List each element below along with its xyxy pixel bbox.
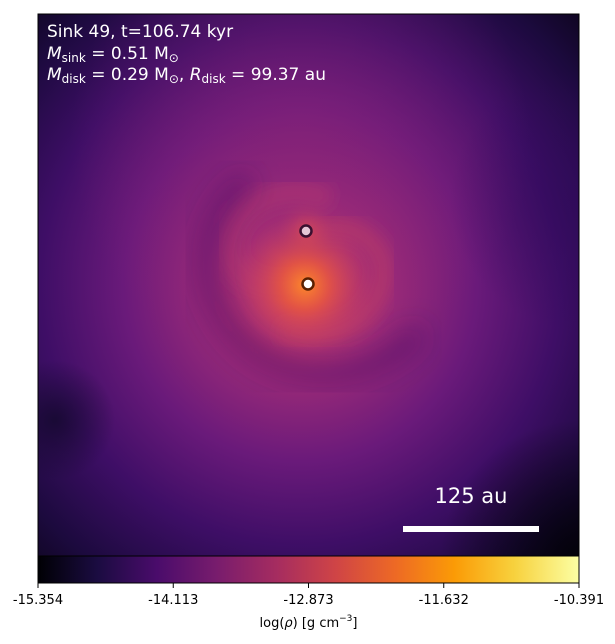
colorbar-tick-label: -14.113 <box>148 593 198 608</box>
colorbar-tick-label: -11.632 <box>419 593 469 608</box>
colorbar-ticks <box>37 583 580 588</box>
sink-title: Sink 49, t=106.74 kyr <box>47 22 233 42</box>
disk-properties: Mdisk = 0.29 M⊙, Rdisk = 99.37 au <box>47 65 326 86</box>
colorbar-gradient <box>38 556 579 583</box>
colorbar-label: log(ρ) [g cm−3] <box>260 614 358 631</box>
scale-bar-label: 125 au <box>435 484 508 508</box>
colorbar-tick-label: -10.391 <box>554 593 604 608</box>
colorbar: -15.354 -14.113 -12.873 -11.632 -10.391 … <box>13 555 604 631</box>
colorbar-tick-label: -12.873 <box>283 593 333 608</box>
sink-mass: Msink = 0.51 M⊙ <box>47 44 179 65</box>
colorbar-tick-label: -15.354 <box>13 593 63 608</box>
scale-bar <box>403 526 539 532</box>
secondary-sink-marker <box>299 224 313 238</box>
primary-sink-marker <box>301 277 315 291</box>
